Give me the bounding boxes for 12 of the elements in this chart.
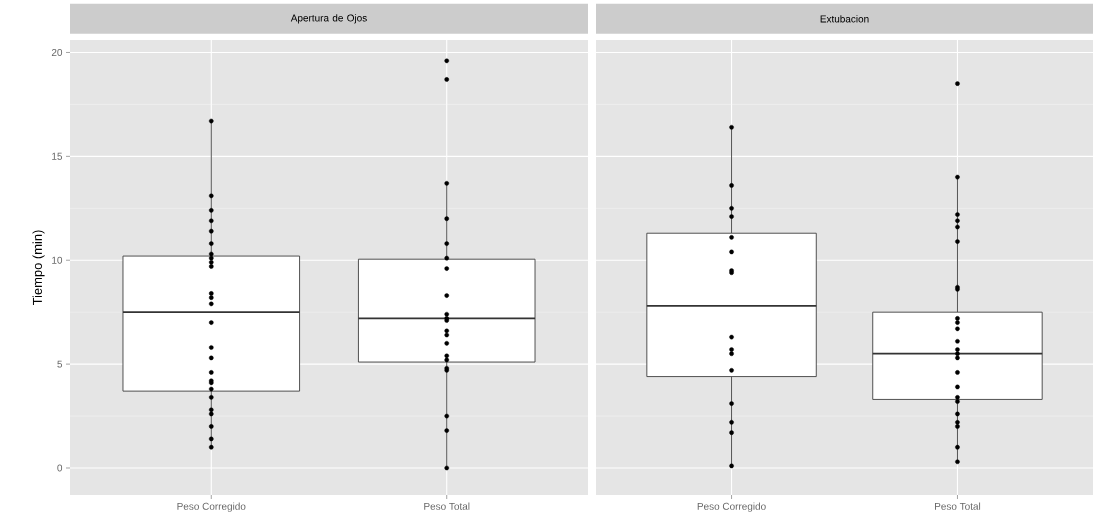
x-tick-label: Peso Total	[424, 502, 470, 510]
x-tick-label: Peso Corregido	[697, 502, 766, 512]
y-tick-label: 0	[57, 464, 63, 472]
chart-title: Extubacion	[820, 15, 869, 23]
x-tick-label: Peso Corregido	[177, 502, 246, 512]
chart-title: Apertura de Ojos	[290, 14, 367, 24]
y-tick-label: 20	[51, 48, 63, 56]
y-tick-label: 10	[52, 256, 63, 264]
x-tick-label: Peso Total	[935, 502, 981, 510]
y-tick-label: 5	[57, 360, 63, 368]
y-axis-title: Tiempo (min)	[32, 230, 45, 306]
y-tick-label: 15	[52, 152, 63, 160]
